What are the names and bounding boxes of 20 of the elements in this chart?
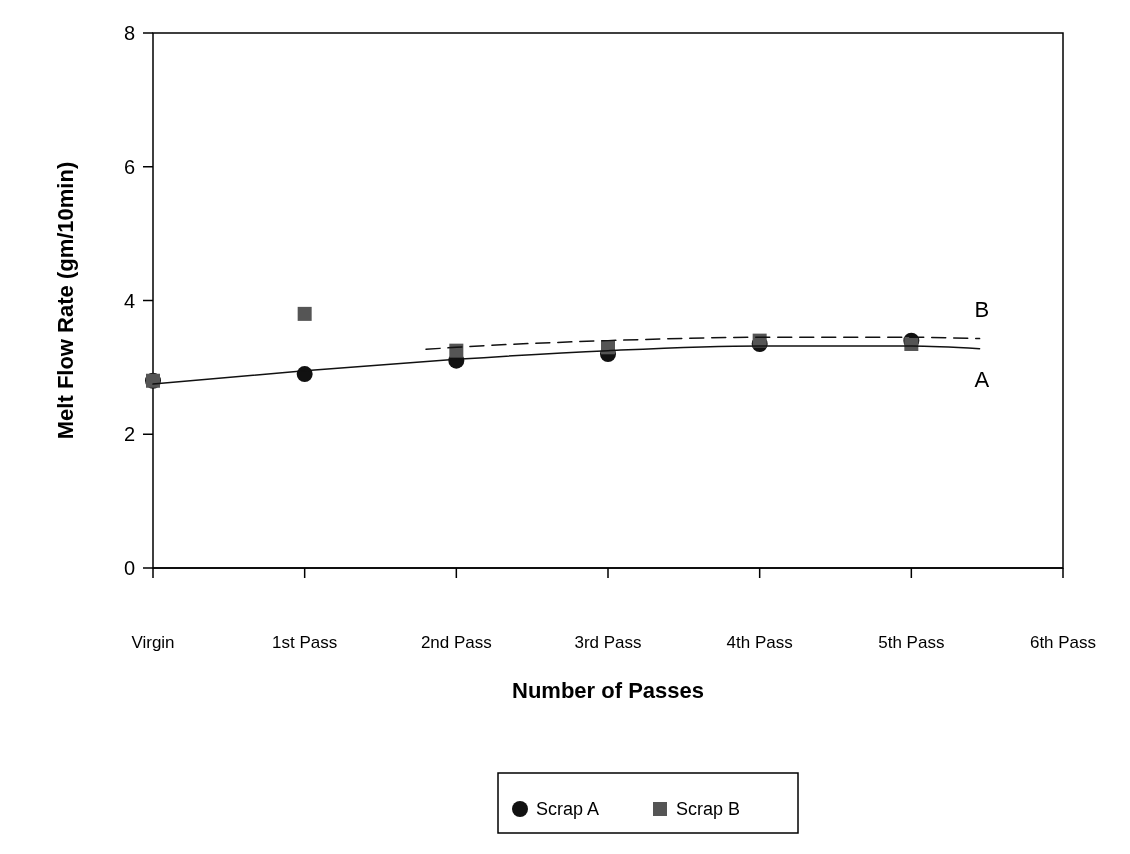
- y-tick-label: 4: [123, 289, 135, 312]
- x-tick-label: 4th Pass: [726, 633, 793, 652]
- y-tick-label: 0: [123, 557, 135, 579]
- point: [449, 343, 464, 358]
- series-label: A: [974, 366, 990, 392]
- y-axis-title: Melt Flow Rate (gm/10min): [53, 161, 78, 440]
- x-tick-label: 1st Pass: [272, 633, 338, 652]
- x-tick-label: 3rd Pass: [574, 633, 642, 652]
- y-tick-label: 8: [123, 22, 135, 44]
- x-tick-label: Virgin: [131, 633, 175, 652]
- x-tick-label: 5th Pass: [878, 633, 945, 652]
- series-label: B: [974, 296, 990, 322]
- x-tick-label: 6th Pass: [1029, 633, 1097, 652]
- y-tick-label: 6: [123, 155, 135, 178]
- legend-label: Scrap A: [536, 799, 600, 820]
- x-tick-label: 2nd Pass: [420, 633, 492, 652]
- point: [297, 306, 312, 321]
- y-tick-label: 2: [123, 423, 135, 446]
- legend-label: Scrap B: [676, 799, 741, 820]
- x-axis-title: Number of Passes: [512, 678, 704, 703]
